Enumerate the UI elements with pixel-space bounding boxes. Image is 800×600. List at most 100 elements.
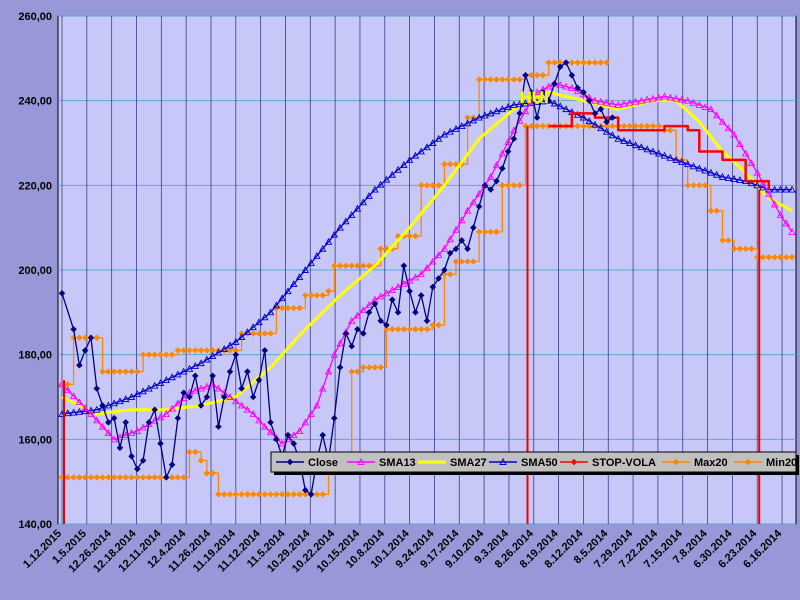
grid <box>58 15 796 525</box>
hui-annotation: HUI <box>519 88 548 107</box>
point-sma50 <box>504 103 512 110</box>
close-point <box>603 118 610 126</box>
point-max20 <box>104 368 112 375</box>
point-sma13 <box>411 273 420 281</box>
point-sma13 <box>353 311 362 319</box>
close-point <box>336 364 344 371</box>
point-max20 <box>278 304 286 312</box>
close-point <box>273 435 280 443</box>
point-sma13 <box>568 84 576 91</box>
legend-label-stop-vola: STOP-VOLA <box>592 457 656 469</box>
point-sma50 <box>440 130 449 138</box>
close-point <box>441 266 448 274</box>
point-sma13 <box>261 422 269 430</box>
close-point <box>504 148 512 155</box>
close-point <box>487 186 495 193</box>
point-min20 <box>759 253 767 261</box>
legend-marker-min20 <box>744 458 752 466</box>
point-max20 <box>533 71 541 79</box>
point-min20 <box>267 491 274 498</box>
point-min20 <box>278 491 286 498</box>
point-sma13 <box>423 263 431 271</box>
point-sma13 <box>301 418 310 426</box>
point-max20 <box>336 262 344 270</box>
point-sma13 <box>666 93 675 101</box>
close-point <box>412 308 419 316</box>
close-point <box>157 440 164 447</box>
point-sma13 <box>776 211 785 218</box>
point-min20 <box>76 474 83 481</box>
point-max20 <box>122 368 130 375</box>
point-sma50 <box>69 408 78 416</box>
point-max20 <box>226 347 234 354</box>
point-min20 <box>296 491 303 498</box>
point-max20 <box>481 76 489 83</box>
point-min20 <box>359 364 367 371</box>
point-sma13 <box>608 99 617 107</box>
point-max20 <box>603 59 610 66</box>
point-min20 <box>684 181 692 189</box>
point-sma50 <box>359 198 368 206</box>
point-sma13 <box>318 384 327 392</box>
close-point <box>562 59 570 66</box>
point-sma13 <box>643 95 651 103</box>
point-max20 <box>110 368 118 375</box>
close-point <box>174 414 182 422</box>
point-min20 <box>301 491 309 498</box>
series-close <box>58 59 616 498</box>
point-sma50 <box>214 348 223 356</box>
point-sma50 <box>191 362 200 369</box>
close-point <box>556 63 564 71</box>
close-point <box>58 289 66 297</box>
point-sma50 <box>110 399 118 407</box>
point-min20 <box>99 474 106 481</box>
point-sma50 <box>782 185 790 193</box>
point-min20 <box>469 258 477 265</box>
point-min20 <box>736 245 744 253</box>
legend-label-sma13: SMA13 <box>379 457 416 469</box>
series-line-sma27 <box>61 90 793 416</box>
point-sma50 <box>597 124 605 132</box>
point-sma50 <box>747 179 756 187</box>
close-point <box>267 419 274 426</box>
point-sma50 <box>475 113 483 121</box>
close-point <box>301 486 309 494</box>
point-sma50 <box>701 166 709 174</box>
point-min20 <box>284 491 292 498</box>
point-sma13 <box>255 416 263 424</box>
close-point <box>203 393 211 401</box>
close-point <box>551 80 558 88</box>
point-min20 <box>209 469 216 477</box>
close-point <box>394 308 402 316</box>
point-sma50 <box>649 147 657 155</box>
point-min20 <box>527 122 535 130</box>
point-sma13 <box>174 399 182 407</box>
point-max20 <box>313 292 321 299</box>
point-sma50 <box>93 405 101 413</box>
point-sma13 <box>243 405 252 413</box>
point-sma13 <box>313 401 321 409</box>
point-max20 <box>423 181 431 189</box>
point-sma13 <box>289 431 298 439</box>
point-min20 <box>197 457 205 464</box>
point-sma50 <box>689 162 698 170</box>
point-sma50 <box>301 266 310 273</box>
point-sma13 <box>452 225 460 233</box>
point-sma50 <box>776 185 785 193</box>
point-min20 <box>319 491 327 498</box>
close-point <box>359 330 367 337</box>
point-min20 <box>174 474 182 481</box>
point-sma13 <box>127 429 136 436</box>
point-min20 <box>510 181 518 189</box>
close-point <box>215 423 222 430</box>
point-max20 <box>255 330 263 337</box>
point-min20 <box>701 181 709 189</box>
point-sma50 <box>104 401 113 409</box>
point-min20 <box>724 237 732 244</box>
close-point <box>197 402 205 409</box>
point-sma13 <box>440 244 449 252</box>
point-sma13 <box>81 404 89 411</box>
point-sma13 <box>133 426 142 434</box>
point-sma50 <box>289 280 298 288</box>
point-sma13 <box>69 392 78 400</box>
